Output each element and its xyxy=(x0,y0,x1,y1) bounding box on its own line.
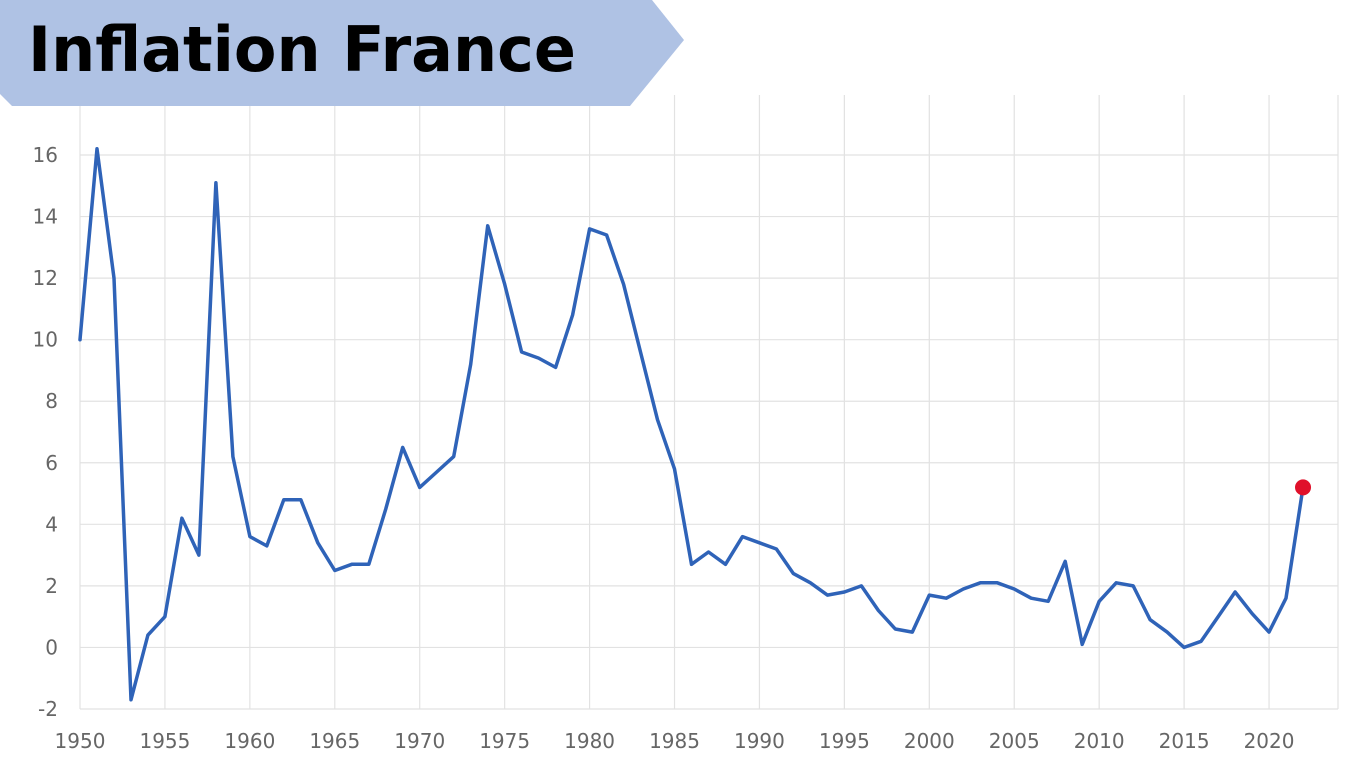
x-tick-label: 1970 xyxy=(394,729,445,753)
y-tick-label: 4 xyxy=(45,512,58,536)
x-tick-label: 2010 xyxy=(1074,729,1125,753)
title-banner xyxy=(0,0,684,106)
x-tick-label: 1975 xyxy=(479,729,530,753)
y-tick-label: 16 xyxy=(33,143,58,167)
x-tick-label: 1965 xyxy=(309,729,360,753)
y-tick-label: 12 xyxy=(33,266,58,290)
y-tick-label: 10 xyxy=(33,328,58,352)
latest-value-point xyxy=(1295,479,1312,496)
x-tick-label: 1995 xyxy=(819,729,870,753)
y-tick-label: 8 xyxy=(45,389,58,413)
grid-lines xyxy=(79,95,1339,710)
inflation-line xyxy=(78,147,1305,702)
y-tick-label: -2 xyxy=(38,697,58,721)
title-banner-shape xyxy=(0,0,684,106)
x-tick-label: 2020 xyxy=(1244,729,1295,753)
x-tick-label: 1980 xyxy=(564,729,615,753)
x-tick-label: 1985 xyxy=(649,729,700,753)
y-tick-label: 0 xyxy=(45,635,58,659)
y-tick-label: 14 xyxy=(33,205,58,229)
y-tick-label: 6 xyxy=(45,451,58,475)
x-tick-label: 2015 xyxy=(1159,729,1210,753)
x-tick-label: 2000 xyxy=(904,729,955,753)
series-lines xyxy=(78,147,1305,702)
x-tick-label: 1955 xyxy=(139,729,190,753)
x-axis-tick-labels: 1950 1955 1960 1965 1970 1975 1980 1985 1990 1995… xyxy=(55,729,1295,753)
x-tick-label: 1990 xyxy=(734,729,785,753)
highlight-points xyxy=(1295,479,1312,496)
chart-title: Inflation France xyxy=(28,13,576,86)
x-tick-label: 1960 xyxy=(224,729,275,753)
x-tick-label: 2005 xyxy=(989,729,1040,753)
x-tick-label: 1950 xyxy=(55,729,106,753)
y-tick-label: 2 xyxy=(45,574,58,598)
y-axis-tick-labels: -2 0 2 4 6 8 10 12 14 16 xyxy=(33,143,58,721)
